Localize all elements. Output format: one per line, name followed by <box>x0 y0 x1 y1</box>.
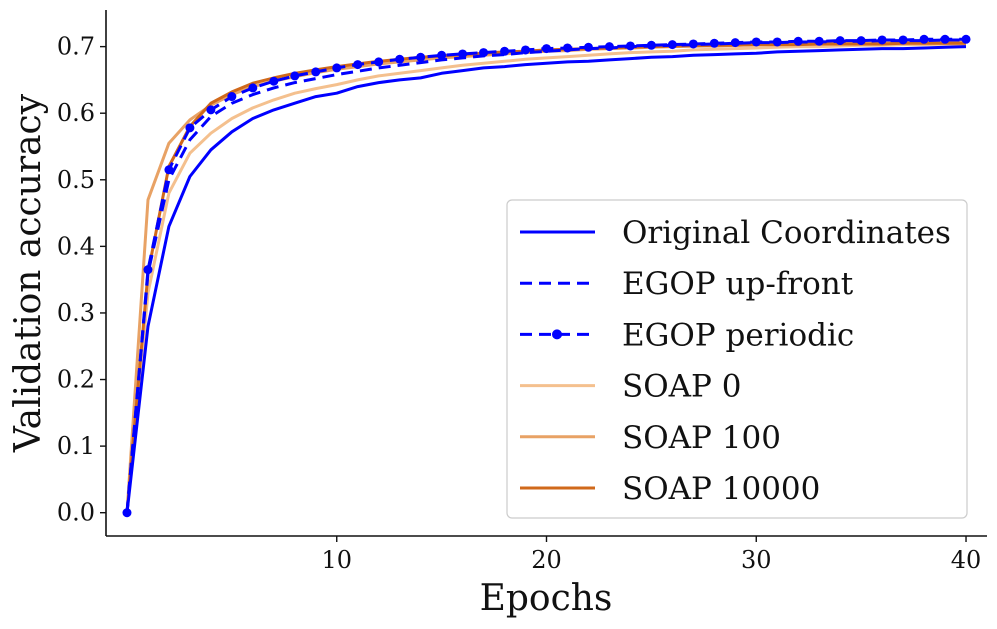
series-point-2 <box>625 41 635 51</box>
series-point-2 <box>562 43 572 53</box>
series-point-2 <box>521 45 531 55</box>
y-tick-label: 0.5 <box>57 166 95 194</box>
series-point-2 <box>604 42 614 52</box>
series-point-2 <box>877 35 887 45</box>
series-point-2 <box>290 71 300 81</box>
series-point-2 <box>919 34 929 44</box>
series-point-2 <box>500 46 510 56</box>
series-point-2 <box>751 37 761 47</box>
y-tick-label: 0.3 <box>57 299 95 327</box>
series-point-2 <box>898 35 908 45</box>
series-point-2 <box>227 92 237 102</box>
legend-label-0: Original Coordinates <box>622 215 951 251</box>
series-point-2 <box>143 265 153 275</box>
series-point-2 <box>793 36 803 46</box>
y-tick-label: 0.7 <box>57 33 95 61</box>
series-point-2 <box>940 34 950 44</box>
series-point-2 <box>709 38 719 48</box>
y-axis-title: Validation accuracy <box>8 93 49 453</box>
series-point-2 <box>688 39 698 49</box>
series-point-2 <box>416 52 426 62</box>
x-tick-label: 40 <box>951 546 982 574</box>
legend-label-2: EGOP periodic <box>622 317 854 353</box>
ticks: 10 20 30 40 0.0 0.1 0.2 0.3 0.4 0.5 0.6 0.7 <box>57 33 981 574</box>
series-point-2 <box>311 67 321 77</box>
series-point-2 <box>374 57 384 67</box>
series-point-2 <box>248 83 258 93</box>
x-tick-label: 30 <box>741 546 772 574</box>
series-point-2 <box>269 76 279 86</box>
series-point-2 <box>835 36 845 46</box>
y-tick-label: 0.0 <box>57 499 95 527</box>
series-point-2 <box>730 38 740 48</box>
series-line-1 <box>125 38 966 513</box>
series-point-2 <box>961 34 971 44</box>
legend-box <box>506 199 968 519</box>
series-point-2 <box>458 49 468 59</box>
series-point-2 <box>332 63 342 73</box>
series-point-2 <box>395 54 405 64</box>
series-point-2 <box>814 36 824 46</box>
plot-area <box>122 34 971 518</box>
x-tick-label: 10 <box>321 546 352 574</box>
legend-label-5: SOAP 10000 <box>622 471 820 507</box>
legend-marker-2 <box>552 329 562 340</box>
series-point-2 <box>479 48 489 58</box>
series-point-2 <box>437 50 447 60</box>
y-tick-label: 0.4 <box>57 232 95 260</box>
y-tick-label: 0.1 <box>57 432 95 460</box>
series-point-2 <box>646 40 656 50</box>
y-tick-label: 0.6 <box>57 99 95 127</box>
series-point-2 <box>667 40 677 50</box>
y-tick-label: 0.2 <box>57 366 95 394</box>
series-point-2 <box>772 37 782 47</box>
series-point-2 <box>185 123 195 133</box>
x-axis-title: Epochs <box>480 578 613 619</box>
x-tick-label: 20 <box>531 546 562 574</box>
legend-label-4: SOAP 100 <box>622 420 781 456</box>
series-point-2 <box>122 508 132 518</box>
series-point-2 <box>542 44 551 54</box>
legend-label-3: SOAP 0 <box>622 369 741 405</box>
series-point-2 <box>206 105 216 115</box>
series-line-0 <box>125 45 967 513</box>
series-point-2 <box>353 60 363 70</box>
series-point-2 <box>583 42 593 52</box>
series-point-2 <box>164 165 174 175</box>
legend: Original Coordinates EGOP up-front EGOP pe… <box>506 199 968 519</box>
legend-label-1: EGOP up-front <box>622 266 854 302</box>
series-line-3 <box>125 42 966 513</box>
series-point-2 <box>856 36 866 46</box>
